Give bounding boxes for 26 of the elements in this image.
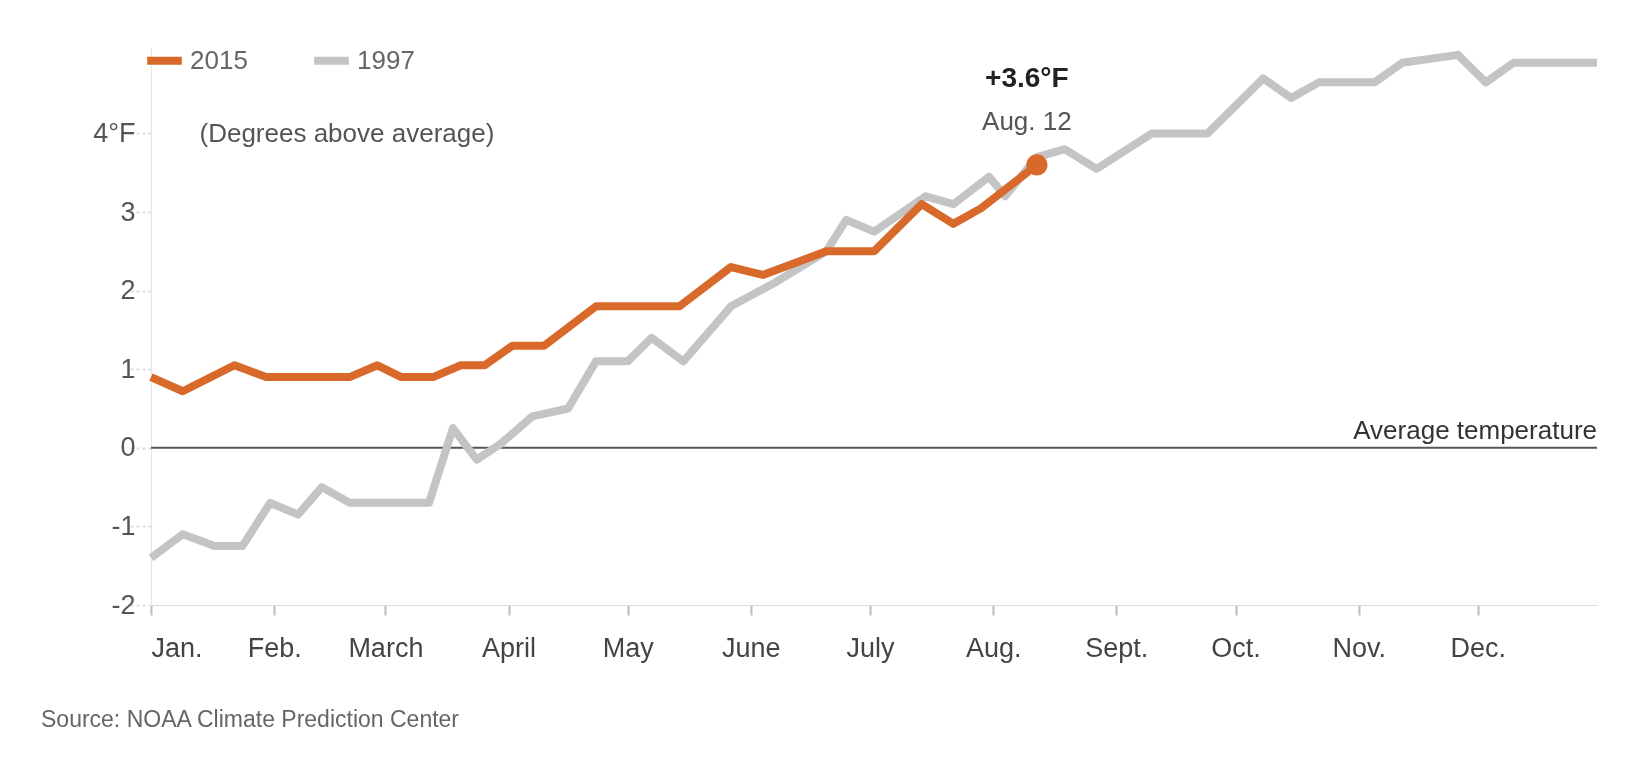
y-tick-label: 4°F — [93, 117, 136, 148]
y-tick-label: 1 — [120, 353, 136, 384]
legend-label: 1997 — [357, 44, 415, 75]
source-note: Source: NOAA Climate Prediction Center — [41, 706, 460, 732]
y-axis-title: (Degrees above average) — [199, 117, 495, 148]
x-tick-label: May — [602, 632, 655, 663]
x-tick-label: Nov. — [1332, 632, 1386, 663]
ref-line-label: Average temperature — [1353, 414, 1597, 445]
x-tick-label: Oct. — [1211, 632, 1261, 663]
x-tick-label: Sept. — [1085, 632, 1149, 663]
x-tick-label: March — [348, 632, 424, 663]
x-tick-label: April — [482, 632, 537, 663]
legend-label: 2015 — [190, 44, 248, 75]
x-tick-label: June — [722, 632, 781, 663]
x-tick-label: Aug. — [965, 632, 1022, 663]
y-tick-label: 2 — [120, 275, 136, 306]
annotation: +3.6°F — [985, 61, 1069, 93]
annotation: Aug. 12 — [982, 105, 1072, 136]
x-tick-label: July — [846, 632, 896, 663]
y-tick-label: 0 — [120, 432, 136, 463]
x-tick-label: Dec. — [1450, 632, 1507, 663]
y-tick-label: -2 — [111, 589, 136, 620]
x-tick-label: Feb. — [247, 632, 302, 663]
x-tick-label: Jan. — [151, 632, 203, 663]
y-tick-label: 3 — [120, 196, 136, 227]
y-tick-label: -1 — [111, 510, 136, 541]
